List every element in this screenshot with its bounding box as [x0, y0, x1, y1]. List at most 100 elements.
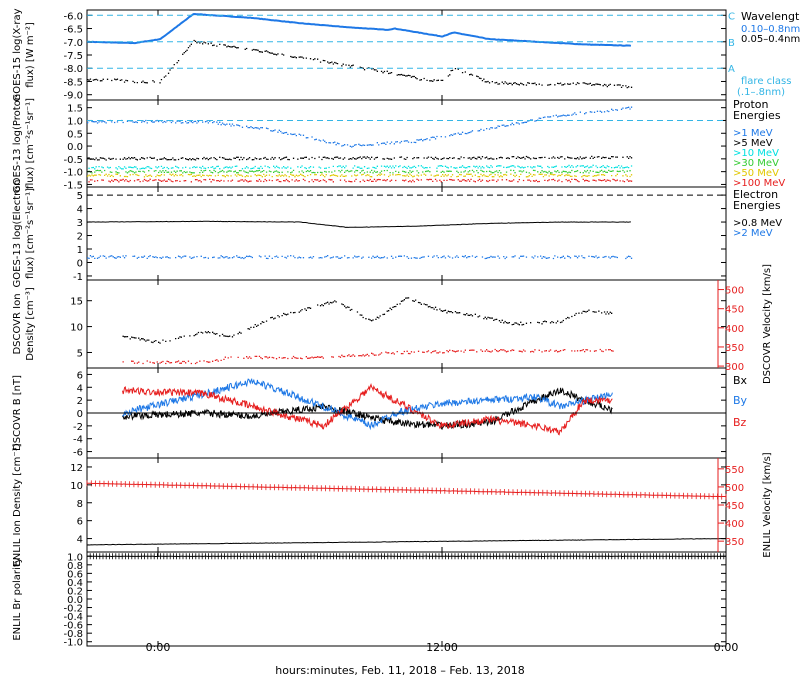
legend-entry: 0.10–0.8nm: [741, 24, 800, 35]
series-line-Ion Density: [86, 538, 726, 546]
legend-bx: Bx: [733, 374, 748, 387]
y-tick-label: -1: [73, 272, 83, 283]
legend-entry: >10 MeV: [733, 148, 779, 159]
y-tick-label: 1: [77, 245, 83, 256]
y-tick-label: 1.5: [67, 104, 83, 115]
y-tick-label: -6.5: [63, 25, 83, 36]
x-axis-caption: hours:minutes, Feb. 11, 2018 – Feb. 13, …: [275, 664, 525, 677]
y-tick-label: -0.5: [63, 155, 83, 166]
y-tick-label: -6: [73, 448, 83, 459]
y-tick-label: -0.2: [63, 604, 83, 615]
y-tick-label-right: 500: [725, 483, 744, 494]
y-tick-label-right: 500: [725, 286, 744, 297]
y-tick-label: -1.5: [63, 180, 83, 191]
y-axis-label: DSCOVR B [nT]: [12, 375, 23, 451]
y-tick-label: -0.4: [63, 612, 83, 623]
legend-bz: Bz: [733, 416, 747, 429]
y-tick-label: 6: [77, 517, 83, 528]
flare-class-label: A: [728, 64, 735, 75]
x-tick-label: 12:00: [426, 641, 458, 654]
legend-entry: >0.8 MeV: [733, 218, 782, 229]
y-axis-label: GOES-15 log(X-ray: [12, 8, 23, 101]
y-tick-label: 12: [70, 463, 83, 474]
legend-title: Wavelength: [741, 10, 800, 23]
panel-frame: [86, 99, 727, 188]
y-tick-label-right: 550: [725, 465, 744, 476]
y-tick-label: -9.0: [63, 91, 83, 102]
series-points->10 MeV: [88, 164, 633, 170]
y-tick-label: -7.5: [63, 51, 83, 62]
flare-class-note: (.1–.8nm): [737, 87, 785, 98]
x-tick-label: 0:00: [146, 641, 171, 654]
series-points-0.05–0.4nm: [87, 39, 633, 89]
y-tick-label: 8: [77, 499, 83, 510]
y-tick-label-right: 450: [725, 501, 744, 512]
flare-class-note: flare class: [741, 76, 791, 87]
y-tick-label-right: 400: [725, 324, 744, 335]
legend-title: Energies: [733, 199, 781, 212]
panel-frame: [86, 551, 727, 647]
y-tick-label: 1.0: [67, 552, 83, 563]
series-line-By: [122, 378, 613, 431]
panel-frames: [86, 9, 727, 647]
x-tick-label: 0:00: [714, 641, 739, 654]
y-tick-label: 10: [70, 323, 83, 334]
y-axis-label: ENLIL Ion Density [cm⁻³]: [12, 443, 23, 566]
panel-frame: [86, 186, 727, 281]
panel-frame: [86, 9, 727, 101]
y-tick-label-right: 450: [725, 305, 744, 316]
y-axis-label: GOES-13 log(Electron: [12, 180, 23, 288]
y-tick-label: 4: [77, 383, 83, 394]
panel-axes: [87, 10, 727, 646]
y-tick-label: 0: [77, 409, 83, 420]
y-tick-label: -6.0: [63, 11, 83, 22]
flare-class-label: B: [728, 38, 735, 49]
y-axis-label-right: ENLIL Velocity [km/s]: [762, 452, 773, 557]
y-tick-label: 1.0: [67, 116, 83, 127]
y-axis-label: GOES-13 log(Proton: [12, 94, 23, 193]
y-tick-label: -2: [73, 422, 83, 433]
legend-entry: >100 MeV: [733, 178, 785, 189]
legend-entry: >2 MeV: [733, 228, 773, 239]
panel-frame: [86, 457, 727, 553]
y-tick-label: -4: [73, 435, 83, 446]
y-tick-label: 0.6: [67, 569, 83, 580]
legend-title: Electron: [733, 188, 778, 201]
panel-data: [86, 12, 727, 560]
y-tick-label: 5: [77, 348, 83, 359]
legend-entry: >5 MeV: [733, 138, 773, 149]
legend-title: Energies: [733, 109, 781, 122]
series-points->1 MeV: [87, 106, 633, 148]
series-points->50 MeV: [87, 173, 633, 178]
y-tick-label: 0.0: [67, 142, 83, 153]
series-points->30 MeV: [87, 169, 631, 174]
panel-text: -6.0 -6.5 -7.0 -7.5 -8.0 -8.5 -9.0 GOES-15 log(…: [12, 8, 800, 654]
y-axis-label: flux) [cm⁻²s⁻¹sr⁻¹]: [25, 98, 36, 189]
y-tick-label: -0.6: [63, 621, 83, 632]
velocity-cross-marks: [86, 480, 727, 500]
y-tick-label: 0.4: [67, 578, 83, 589]
y-tick-label: -1.0: [63, 638, 83, 649]
flare-class-label: C: [728, 11, 735, 22]
legend-entry: >50 MeV: [733, 168, 779, 179]
y-axis-label: flux) [W m⁻²]: [25, 22, 36, 88]
series-points->100 MeV: [88, 178, 633, 183]
series-points-Velocity: [122, 348, 614, 365]
legend-by: By: [733, 394, 748, 407]
legend-entry: 0.05–0.4nm: [741, 34, 800, 45]
series-points->2 MeV: [87, 255, 633, 260]
y-tick-label: 2: [77, 232, 83, 243]
y-tick-label: -0.8: [63, 629, 83, 640]
y-axis-label: Density [cm⁻³]: [25, 287, 36, 361]
y-tick-label: -8.5: [63, 77, 83, 88]
y-tick-label: -8.0: [63, 64, 83, 75]
y-tick-label-right: 300: [725, 362, 744, 373]
y-tick-label: 15: [70, 297, 83, 308]
y-tick-label: 0.0: [67, 595, 83, 606]
y-tick-label: 10: [70, 481, 83, 492]
y-tick-label-right: 400: [725, 519, 744, 530]
y-tick-label: 0.8: [67, 561, 83, 572]
y-tick-label: 5: [77, 191, 83, 202]
legend-title: Proton: [733, 98, 768, 111]
